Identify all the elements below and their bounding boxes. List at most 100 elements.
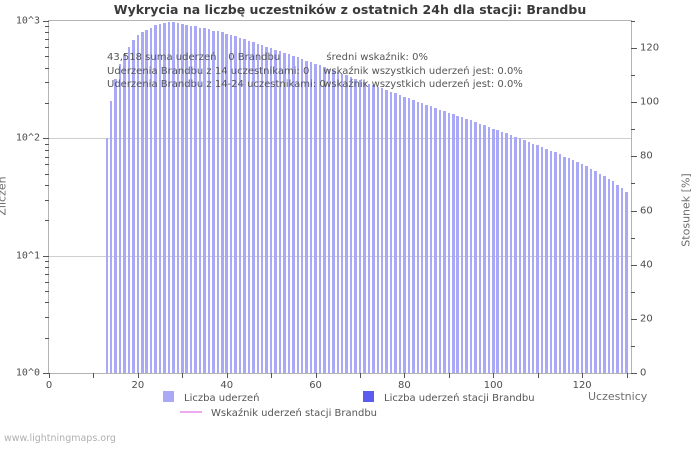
bar	[585, 166, 588, 373]
bar	[118, 64, 122, 373]
bar	[363, 81, 366, 373]
bar	[492, 128, 495, 373]
y-tick-minor	[45, 67, 49, 69]
y-tick-minor	[45, 290, 49, 292]
bar	[194, 26, 197, 373]
x-tick	[493, 373, 495, 378]
bar	[212, 30, 215, 373]
y-tick-minor	[45, 26, 49, 28]
legend-item[interactable]: Wskaźnik uderzeń stacji Brandbu	[180, 408, 377, 419]
bar	[158, 23, 162, 373]
bar	[589, 168, 593, 373]
bar	[127, 47, 131, 373]
bar	[163, 22, 166, 373]
bar	[420, 103, 424, 373]
bar	[447, 112, 451, 373]
bar	[296, 57, 300, 373]
bar	[109, 100, 113, 373]
legend-item[interactable]: Liczba uderzeń stacji Brandbu	[363, 391, 535, 404]
y-tick-label: 10^1	[15, 250, 40, 262]
bar	[567, 158, 571, 373]
annotation-row: 43,518 suma uderzeń 0 Brandbu średni wsk…	[107, 51, 667, 65]
y2-tick-minor	[631, 237, 635, 239]
y2-tick-minor	[631, 291, 635, 293]
bar	[189, 25, 193, 373]
bar	[474, 122, 477, 373]
y2-tick-major	[631, 264, 637, 266]
annotation-station: 0 Brandbu	[228, 52, 281, 63]
y-tick-minor	[45, 337, 49, 339]
bar	[394, 93, 397, 373]
y-axis-title: Zliczeń	[0, 176, 9, 216]
annotation-total: 43,518 suma uderzeń	[107, 52, 217, 63]
bar	[167, 22, 171, 373]
bar	[532, 143, 535, 373]
bar	[145, 29, 148, 373]
bar	[478, 123, 482, 373]
annotation-row: Uderzenia Brandbu z 14-24 uczestnikami: …	[107, 78, 667, 92]
bar	[305, 60, 308, 373]
bar	[141, 32, 144, 373]
bar	[416, 101, 419, 373]
bar	[225, 33, 228, 373]
annotation-14-ratio: wskaźnik wszystkich uderzeń jest: 0.0%	[323, 65, 523, 77]
bar	[620, 187, 624, 373]
bar	[292, 55, 295, 373]
y2-tick-major	[631, 48, 637, 50]
bar	[136, 35, 140, 373]
bar	[487, 126, 491, 373]
y-tick-minor	[45, 317, 49, 319]
x-tick	[226, 373, 228, 378]
y-tick-minor	[45, 103, 49, 104]
bar	[221, 32, 224, 373]
y-tick-major	[43, 21, 49, 22]
x-tick	[626, 373, 628, 378]
bar	[509, 135, 513, 373]
x-tick	[137, 373, 139, 378]
bar-series-liczba-uderzen	[49, 21, 631, 373]
bar	[594, 170, 597, 373]
bar	[443, 111, 446, 373]
gridline	[49, 255, 631, 257]
bar	[607, 179, 611, 373]
bar	[425, 104, 428, 373]
bar	[354, 78, 357, 373]
bar	[287, 54, 291, 373]
bar	[252, 42, 255, 373]
bar	[345, 75, 348, 373]
bar	[358, 80, 362, 373]
bar	[332, 70, 335, 373]
bar	[367, 83, 371, 373]
y-tick-minor	[45, 143, 49, 145]
bar	[514, 136, 517, 373]
bar	[625, 191, 628, 373]
bar	[616, 185, 619, 373]
y-tick-label: 10^0	[15, 367, 40, 379]
bar	[603, 175, 606, 373]
x-tick	[404, 373, 406, 378]
x-tick-label: 100	[483, 380, 503, 391]
legend-item[interactable]: Liczba uderzeń	[163, 391, 259, 404]
x-tick	[359, 373, 361, 378]
bar	[256, 43, 260, 373]
bar	[309, 62, 313, 373]
bar	[483, 125, 486, 373]
bar	[407, 98, 411, 373]
bar	[261, 45, 264, 373]
annotation-14-24-participants: Uderzenia Brandbu z 14-24 uczestnikami: …	[107, 79, 326, 90]
bar	[505, 133, 508, 373]
y2-tick-label: 80	[640, 150, 653, 162]
bar	[283, 52, 286, 373]
bar	[558, 154, 562, 373]
bar	[274, 49, 277, 373]
x-tick	[448, 373, 450, 378]
x-tick-label: 0	[45, 380, 53, 391]
bar	[265, 47, 268, 373]
bar	[460, 117, 464, 373]
y2-tick-major	[631, 156, 637, 158]
y2-tick-label: 100	[640, 96, 660, 108]
x-tick	[271, 373, 273, 378]
annotation-row: Uderzenia Brandbu z 14 uczestnikami: 0 w…	[107, 65, 667, 79]
legend-label: Wskaźnik uderzeń stacji Brandbu	[211, 408, 378, 419]
